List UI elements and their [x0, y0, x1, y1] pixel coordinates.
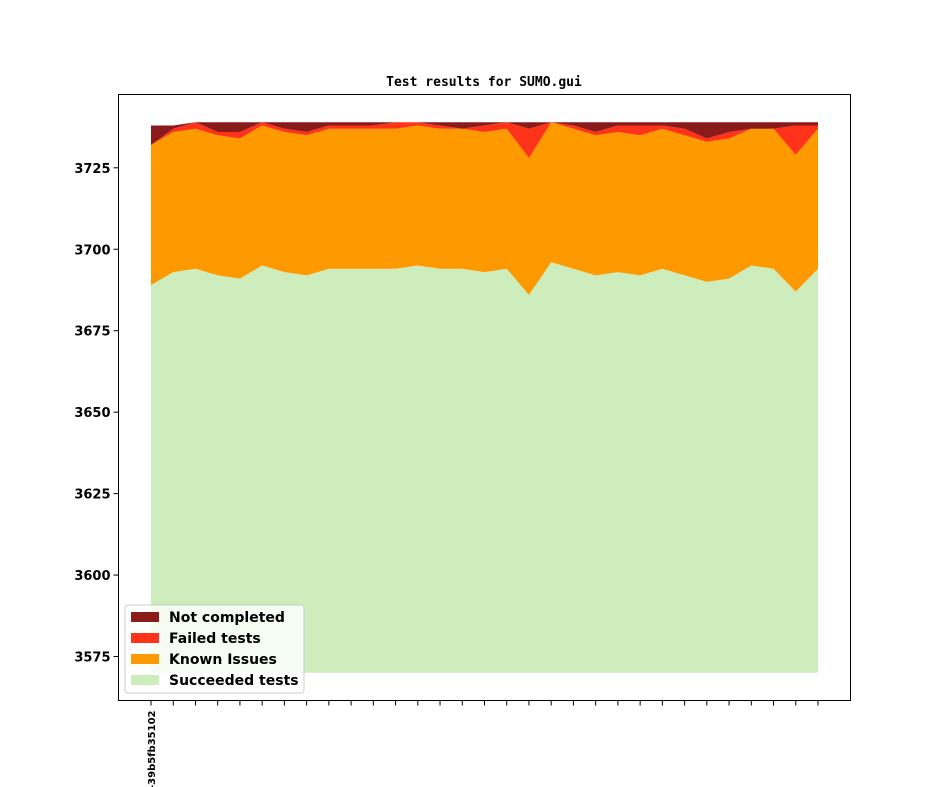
legend-box	[124, 604, 305, 694]
legend-swatch	[131, 633, 159, 643]
areas-layer	[151, 122, 818, 673]
area-known-issues	[151, 122, 818, 295]
y-tick-label: 3650	[74, 406, 110, 421]
legend-swatch	[131, 654, 159, 664]
y-tick-label: 3725	[74, 162, 110, 177]
legend-label: Failed tests	[169, 631, 261, 647]
y-tick-label: 3575	[74, 651, 110, 666]
legend-label: Succeeded tests	[169, 673, 299, 689]
area-failed-tests	[151, 122, 818, 159]
area-succeeded-tests	[151, 262, 818, 673]
y-tick-label: 3625	[74, 488, 110, 503]
y-axis: 3575 3600 3625 3650 3675 3700 3725	[74, 162, 119, 666]
x-axis: -39b5fb35102	[147, 700, 819, 787]
area-not-completed	[151, 122, 818, 145]
y-tick-label: 3700	[74, 243, 110, 258]
x-tick-label: -39b5fb35102	[147, 710, 158, 787]
legend: Not completed Failed tests Known Issues Suc…	[124, 604, 305, 694]
legend-swatch	[131, 612, 159, 622]
legend-label: Not completed	[169, 610, 285, 626]
legend-label: Known Issues	[169, 652, 277, 668]
legend-swatch	[131, 675, 159, 685]
chart-title: Test results for SUMO.gui	[386, 75, 582, 90]
y-tick-label: 3600	[74, 569, 110, 584]
y-tick-label: 3675	[74, 325, 110, 340]
